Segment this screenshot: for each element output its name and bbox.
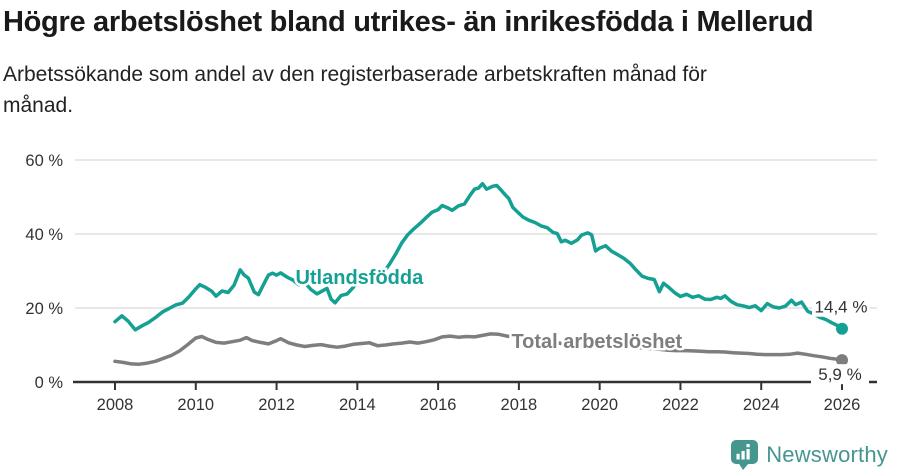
series-line bbox=[113, 332, 844, 366]
x-tick-label: 2016 bbox=[420, 396, 457, 414]
chart-subtitle: Arbetssökande som andel av den registerb… bbox=[3, 63, 707, 117]
end-label-background bbox=[812, 296, 871, 317]
series-label: Total arbetslöshet bbox=[511, 331, 682, 353]
series-label: Utlandsfödda bbox=[295, 267, 424, 289]
end-value-label: 5,9 % bbox=[818, 365, 861, 384]
end-label-background bbox=[811, 364, 870, 385]
x-tick-label: 2014 bbox=[339, 396, 376, 414]
x-tick-label: 2012 bbox=[258, 396, 295, 414]
newsworthy-bubble-chart-icon bbox=[731, 440, 759, 470]
x-tick-label: 2020 bbox=[581, 396, 618, 414]
y-tick-label: 20 % bbox=[25, 300, 63, 318]
end-value-label: 14,4 % bbox=[815, 298, 868, 317]
page-title: Högre arbetslöshet bland utrikes- än inr… bbox=[3, 6, 814, 38]
x-tick-label: 2018 bbox=[501, 396, 538, 414]
x-tick-label: 2008 bbox=[97, 396, 134, 414]
series-end-dot bbox=[836, 354, 849, 367]
y-tick-label: 40 % bbox=[25, 226, 63, 244]
x-tick-label: 2022 bbox=[662, 396, 699, 414]
y-tick-label: 60 % bbox=[25, 152, 63, 170]
series-end-dot bbox=[836, 322, 849, 335]
newsworthy-wordmark: Newsworthy bbox=[766, 442, 888, 467]
x-tick-label: 2026 bbox=[824, 396, 861, 414]
x-tick-label: 2024 bbox=[743, 396, 780, 414]
series-line bbox=[113, 181, 844, 332]
newsworthy-logo[interactable]: Newsworthy bbox=[731, 440, 888, 470]
y-tick-label: 0 % bbox=[35, 374, 64, 392]
x-tick-label: 2010 bbox=[177, 396, 214, 414]
